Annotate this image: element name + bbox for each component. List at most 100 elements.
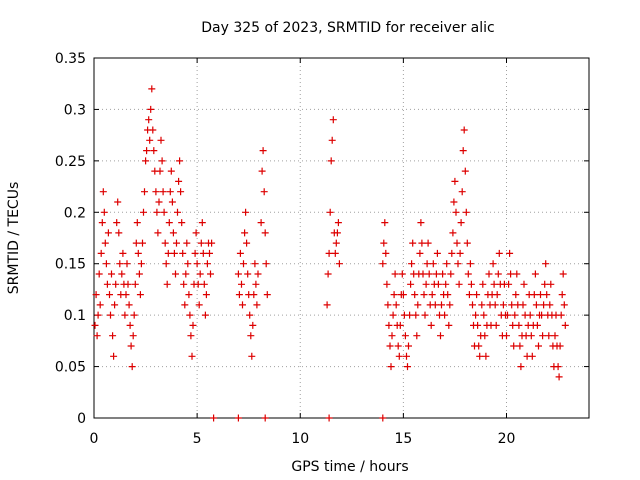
data-point-marker	[473, 291, 481, 299]
data-point-marker	[165, 219, 173, 227]
data-point-marker	[450, 198, 458, 206]
data-point-marker	[492, 321, 500, 329]
data-point-marker	[399, 291, 407, 299]
data-point-marker	[560, 301, 568, 309]
data-point-marker	[394, 342, 402, 350]
data-point-marker	[412, 311, 420, 319]
data-point-marker	[449, 229, 457, 237]
data-point-marker	[109, 332, 117, 340]
x-tick-label: 5	[193, 431, 202, 447]
data-point-marker	[446, 301, 454, 309]
data-point-marker	[184, 260, 192, 268]
data-point-marker	[428, 291, 436, 299]
data-point-marker	[334, 219, 342, 227]
x-tick-label: 15	[394, 431, 412, 447]
data-point-marker	[499, 301, 507, 309]
data-point-marker	[91, 321, 99, 329]
data-point-marker	[419, 270, 427, 278]
data-point-marker	[326, 208, 334, 216]
data-point-marker	[443, 260, 451, 268]
data-point-marker	[254, 270, 262, 278]
data-point-marker	[170, 249, 178, 257]
data-point-marker	[167, 167, 175, 175]
data-point-marker	[101, 239, 109, 247]
data-point-marker	[93, 332, 101, 340]
data-point-marker	[242, 208, 250, 216]
data-point-marker	[535, 342, 542, 350]
data-point-marker	[252, 280, 260, 288]
data-point-marker	[130, 311, 138, 319]
data-point-marker	[241, 229, 249, 237]
data-point-marker	[147, 105, 155, 113]
data-point-marker	[155, 198, 163, 206]
data-point-marker	[404, 363, 411, 371]
data-point-marker	[162, 260, 170, 268]
data-point-marker	[511, 311, 519, 319]
data-point-marker	[261, 229, 269, 237]
data-point-marker	[114, 198, 122, 206]
data-points	[91, 85, 569, 422]
data-point-marker	[153, 208, 161, 216]
data-point-marker	[417, 219, 425, 227]
data-point-marker	[125, 301, 133, 309]
data-point-marker	[455, 280, 463, 288]
data-point-marker	[208, 239, 216, 247]
data-point-marker	[325, 414, 333, 422]
data-point-marker	[382, 249, 390, 257]
data-point-marker	[405, 342, 412, 350]
data-point-marker	[438, 301, 445, 309]
data-point-marker	[427, 321, 435, 329]
data-point-marker	[429, 260, 437, 268]
data-point-marker	[437, 332, 444, 340]
data-point-marker	[182, 270, 190, 278]
data-point-marker	[198, 219, 206, 227]
data-point-marker	[113, 219, 121, 227]
data-point-marker	[253, 301, 261, 309]
data-point-marker	[181, 301, 189, 309]
data-point-marker	[124, 280, 132, 288]
data-point-marker	[380, 239, 388, 247]
data-point-marker	[489, 260, 497, 268]
data-point-marker	[398, 270, 406, 278]
data-point-marker	[379, 414, 387, 422]
data-point-marker	[431, 301, 439, 309]
data-point-marker	[460, 126, 468, 134]
data-point-marker	[490, 280, 498, 288]
data-point-marker	[454, 260, 462, 268]
data-point-marker	[445, 321, 453, 329]
data-point-marker	[561, 321, 569, 329]
data-point-marker	[134, 249, 142, 257]
data-point-marker	[94, 311, 102, 319]
data-point-marker	[100, 208, 108, 216]
data-point-marker	[513, 270, 521, 278]
data-point-marker	[526, 311, 534, 319]
data-point-marker	[464, 270, 472, 278]
data-point-marker	[448, 249, 456, 257]
data-point-marker	[156, 167, 164, 175]
data-point-marker	[189, 321, 197, 329]
data-point-marker	[424, 239, 432, 247]
data-point-marker	[210, 414, 218, 422]
data-point-marker	[106, 291, 113, 299]
data-point-marker	[452, 208, 460, 216]
data-point-marker	[323, 301, 331, 309]
data-point-marker	[539, 332, 547, 340]
data-point-marker	[390, 291, 398, 299]
data-point-marker	[441, 311, 449, 319]
data-point-marker	[103, 280, 111, 288]
data-point-marker	[148, 85, 156, 93]
data-point-marker	[112, 280, 120, 288]
data-point-marker	[260, 188, 268, 196]
data-point-marker	[175, 177, 183, 185]
data-point-marker	[504, 311, 511, 319]
data-point-marker	[532, 301, 540, 309]
data-point-marker	[195, 301, 203, 309]
data-point-marker	[332, 239, 340, 247]
data-point-marker	[161, 239, 169, 247]
data-point-marker	[154, 229, 162, 237]
data-point-marker	[506, 249, 514, 257]
data-point-marker	[249, 321, 257, 329]
data-point-marker	[179, 249, 187, 257]
data-point-marker	[324, 270, 332, 278]
